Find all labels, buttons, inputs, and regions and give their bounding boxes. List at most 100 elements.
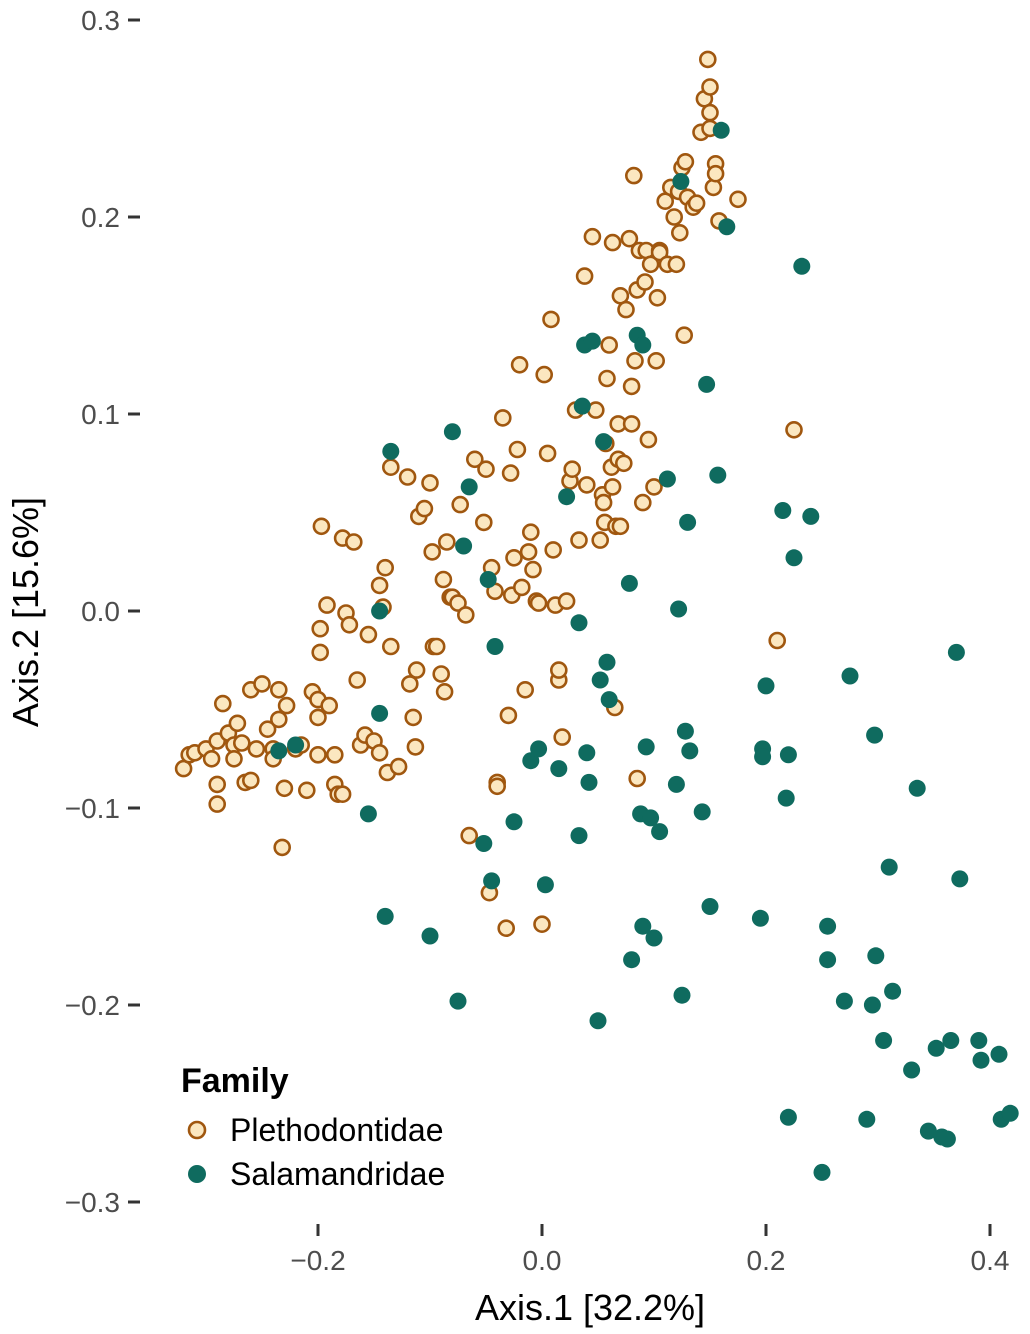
- data-point: [1001, 1104, 1019, 1122]
- data-point: [505, 813, 523, 831]
- data-point: [620, 574, 638, 592]
- data-point: [536, 876, 554, 894]
- data-point: [505, 548, 523, 567]
- data-point: [624, 166, 643, 185]
- data-point: [681, 742, 699, 760]
- legend-label-plethodontidae: Plethodontidae: [230, 1112, 444, 1148]
- data-point: [516, 680, 535, 699]
- data-point: [634, 917, 652, 935]
- data-point: [434, 570, 453, 589]
- data-point: [793, 257, 811, 275]
- data-point: [751, 909, 769, 927]
- data-point: [208, 775, 226, 794]
- data-point: [672, 173, 690, 190]
- data-point: [634, 336, 652, 354]
- data-point: [614, 454, 633, 473]
- data-point: [938, 1130, 956, 1148]
- data-point: [389, 757, 408, 776]
- data-point: [340, 615, 359, 634]
- data-point: [311, 619, 330, 638]
- data-point: [622, 415, 641, 433]
- data-point: [344, 533, 363, 551]
- data-point: [521, 523, 540, 542]
- data-point: [406, 738, 425, 756]
- data-point: [407, 661, 426, 679]
- data-point: [701, 78, 719, 96]
- data-point: [667, 775, 685, 793]
- data-point: [819, 951, 837, 969]
- data-point: [626, 351, 644, 370]
- data-point: [558, 488, 576, 506]
- data-point: [813, 1163, 831, 1181]
- data-point: [706, 164, 725, 183]
- data-point: [863, 996, 881, 1014]
- legend-label-salamandridae: Salamandridae: [230, 1156, 445, 1192]
- data-point: [483, 872, 501, 890]
- data-point: [951, 870, 969, 888]
- data-point: [658, 470, 676, 488]
- data-point: [488, 777, 507, 796]
- data-point: [867, 947, 885, 965]
- data-point: [594, 493, 613, 512]
- data-point: [972, 1051, 990, 1069]
- data-point: [214, 694, 232, 713]
- data-point: [617, 300, 635, 319]
- data-point: [371, 602, 389, 620]
- data-point: [701, 103, 719, 122]
- data-point: [415, 499, 434, 518]
- data-point: [637, 738, 655, 756]
- data-point: [580, 773, 598, 791]
- data-point: [460, 826, 479, 845]
- data-point: [675, 326, 694, 345]
- data-point: [553, 728, 572, 746]
- data-point: [573, 397, 591, 415]
- data-point: [639, 430, 658, 449]
- data-point: [623, 951, 641, 969]
- data-point: [670, 600, 688, 618]
- data-point: [376, 558, 395, 577]
- data-point: [370, 743, 389, 762]
- data-point: [449, 992, 467, 1010]
- data-point: [622, 377, 641, 396]
- data-point: [437, 533, 456, 551]
- data-point: [421, 927, 439, 945]
- data-point: [665, 208, 684, 226]
- data-point: [645, 478, 663, 496]
- data-point: [508, 440, 527, 459]
- data-point: [538, 444, 557, 463]
- data-point: [611, 517, 630, 536]
- data-point: [398, 468, 417, 486]
- data-point: [208, 795, 226, 813]
- data-point: [228, 714, 247, 733]
- data-point: [645, 929, 663, 947]
- data-point: [667, 255, 686, 274]
- data-point: [273, 838, 292, 857]
- data-point: [371, 704, 389, 722]
- data-point: [777, 789, 795, 807]
- data-point: [404, 708, 423, 727]
- data-point: [270, 742, 288, 760]
- data-point: [477, 460, 495, 479]
- data-point: [475, 835, 493, 852]
- y-tick-label: 0.0: [81, 596, 120, 627]
- data-point: [512, 578, 531, 597]
- data-point: [577, 476, 596, 494]
- data-point: [242, 771, 260, 790]
- data-point: [497, 919, 516, 938]
- data-point: [880, 858, 898, 876]
- data-point: [258, 720, 277, 739]
- data-point: [591, 671, 609, 689]
- data-point: [510, 355, 529, 374]
- data-point: [275, 779, 294, 798]
- data-point: [718, 218, 736, 236]
- data-point: [542, 310, 560, 329]
- data-point: [269, 680, 288, 699]
- data-point: [633, 493, 652, 512]
- x-tick-label: 0.4: [971, 1245, 1010, 1276]
- data-point: [370, 576, 389, 595]
- legend-marker-salamandridae: [188, 1165, 206, 1183]
- data-point: [819, 917, 837, 935]
- data-point: [423, 543, 442, 561]
- data-point: [544, 541, 563, 559]
